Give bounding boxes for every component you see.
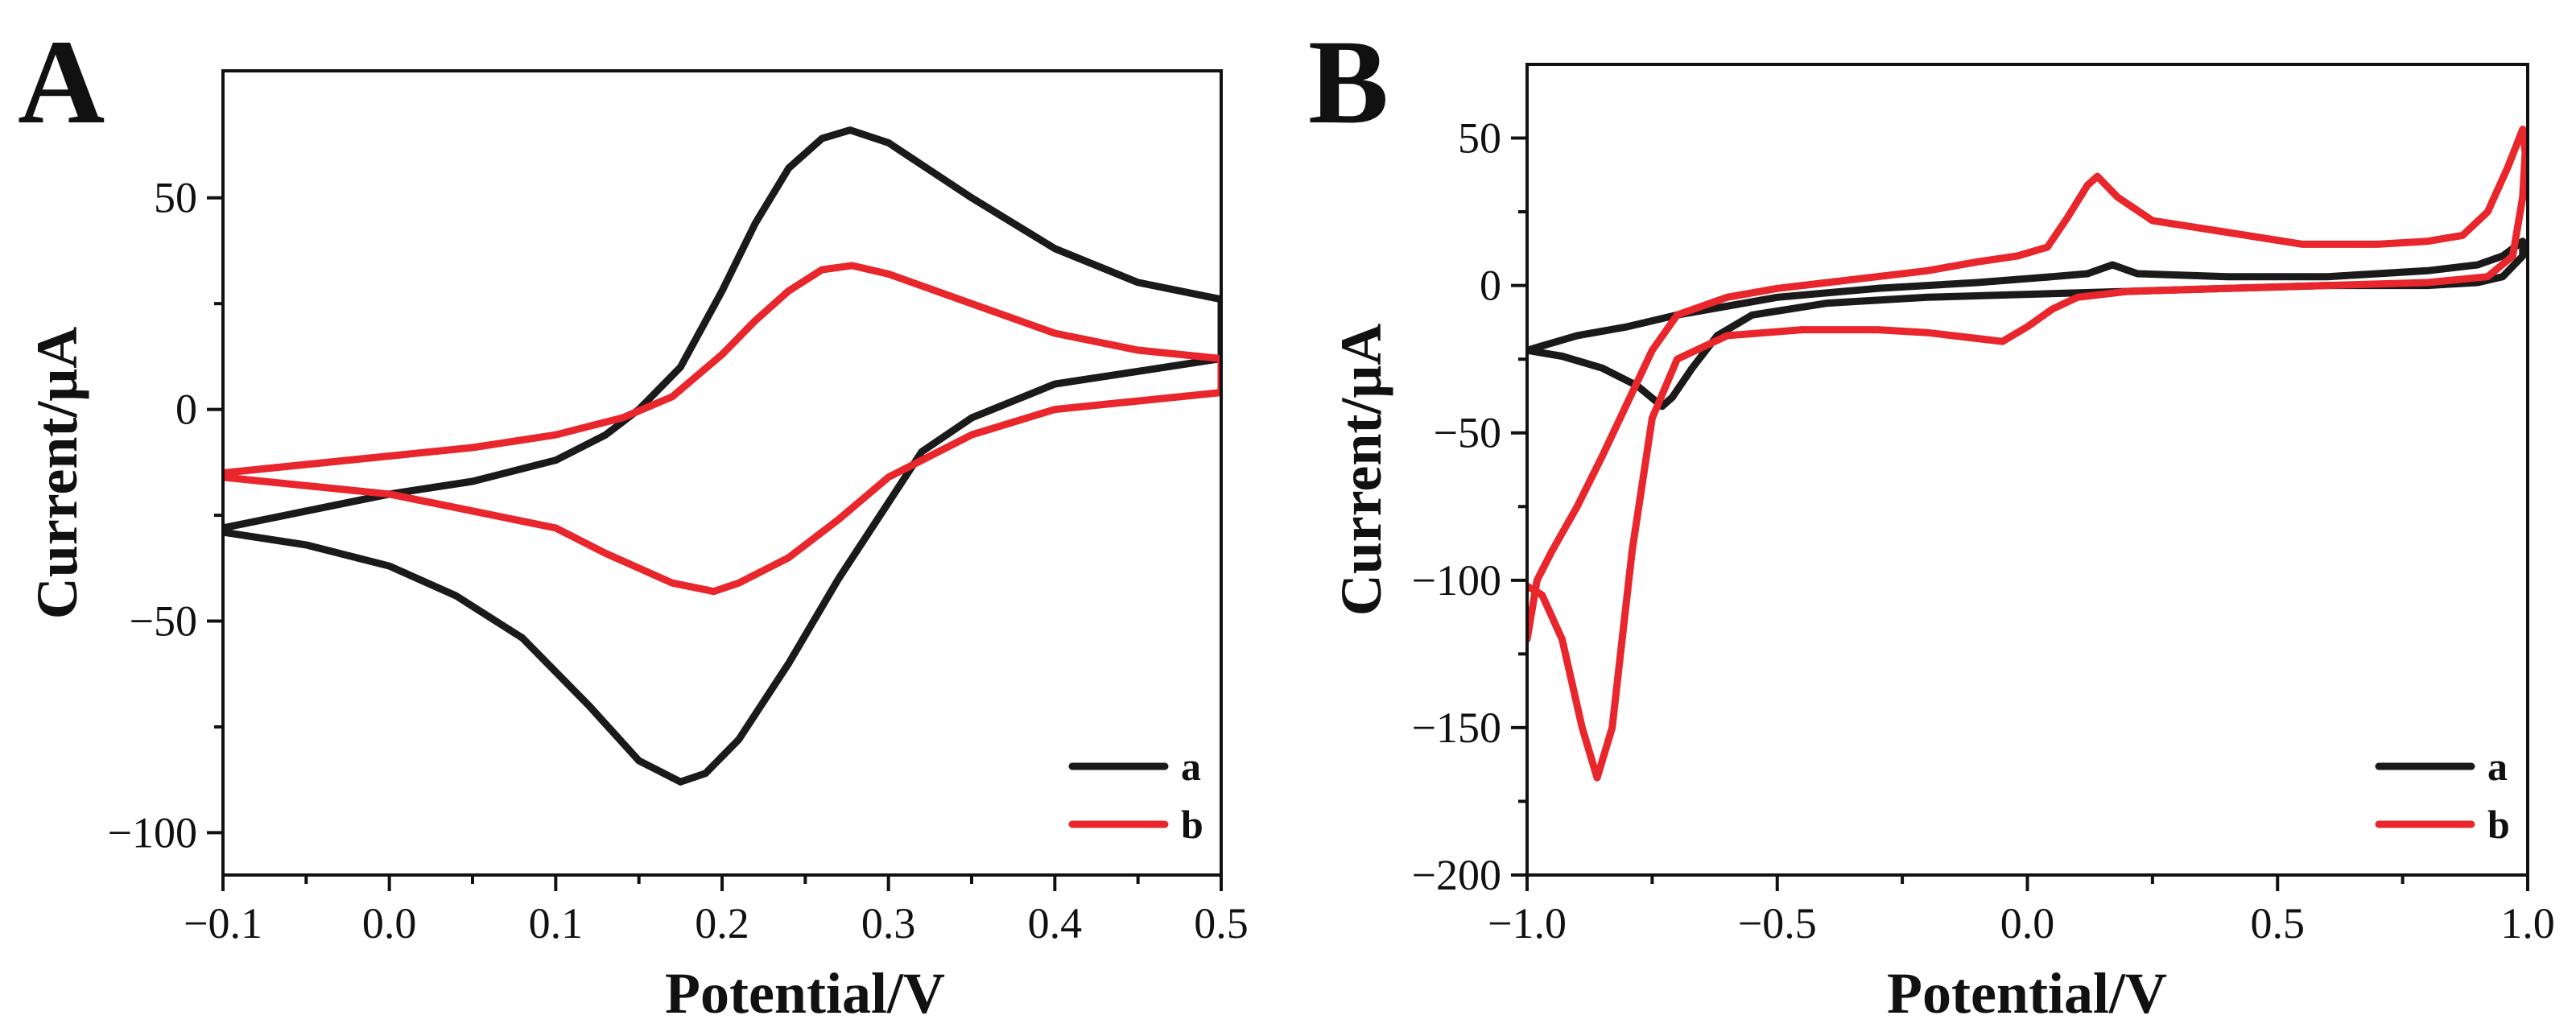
panel-a-y-tick-label: 50: [154, 174, 197, 222]
panel-b-legend-label-b: b: [2487, 802, 2510, 847]
panel-a-series-a-curve: [223, 126, 1221, 786]
panel-a-x-tick-label: 0.1: [529, 899, 584, 947]
panel-b: B −1.0 −0.5 0.0 0.5 1.0 −200 −150 −100 −50 0 50 Pote…: [1308, 15, 2555, 1026]
panel-a-y-tick-label: −100: [108, 808, 197, 857]
panel-a-x-tick-label: −0.1: [184, 899, 262, 947]
panel-b-y-axis-title: Current/μA: [1329, 324, 1393, 616]
panel-a-x-axis-title: Potential/V: [665, 961, 945, 1026]
panel-a-series-b-curve: [223, 262, 1221, 596]
panel-a-y-tick-label: −50: [130, 597, 197, 646]
panel-b-x-tick-label: −0.5: [1738, 899, 1817, 947]
panel-a-legend-label-b: b: [1181, 802, 1203, 847]
panel-a-x-tick-label: 0.4: [1028, 899, 1083, 947]
panel-b-x-tick-label: 0.0: [2000, 899, 2055, 947]
panel-b-x-tick-label: 1.0: [2500, 899, 2555, 947]
panel-b-y-tick-label: −100: [1412, 556, 1501, 605]
panel-a-y-tick-label: 0: [175, 386, 197, 434]
panel-b-legend-label-a: a: [2487, 744, 2508, 789]
panel-b-x-tick-label: 0.5: [2251, 899, 2306, 947]
panel-b-y-tick-label: −50: [1434, 409, 1501, 457]
panel-a: A −0.1 0.0 0.1 0.2 0.3 0.4 0.5 −100 −50 0 50 Potenti…: [18, 15, 1249, 1026]
panel-a-legend-label-a: a: [1181, 744, 1201, 789]
panel-a-x-tick-label: 0.3: [861, 899, 916, 947]
panel-b-letter: B: [1308, 15, 1389, 149]
panel-b-y-tick-label: −150: [1412, 704, 1501, 752]
panel-a-letter: A: [18, 15, 105, 149]
panel-a-x-tick-label: 0.5: [1194, 899, 1249, 947]
panel-b-y-tick-label: 50: [1458, 114, 1501, 163]
panel-b-series-a-curve: [1527, 237, 2527, 411]
panel-b-x-tick-label: −1.0: [1488, 899, 1567, 947]
panel-a-x-tick-label: 0.2: [695, 899, 749, 947]
panel-b-x-axis-title: Potential/V: [1887, 961, 2167, 1026]
panel-a-y-axis-title: Current/μA: [25, 327, 89, 619]
panel-b-plot-frame: [1525, 63, 2529, 877]
panel-a-x-tick-label: 0.0: [362, 899, 417, 947]
panel-b-series-b-curve: [1527, 126, 2528, 782]
panel-b-y-tick-label: −200: [1412, 851, 1501, 899]
panel-b-y-tick-label: 0: [1480, 262, 1501, 310]
